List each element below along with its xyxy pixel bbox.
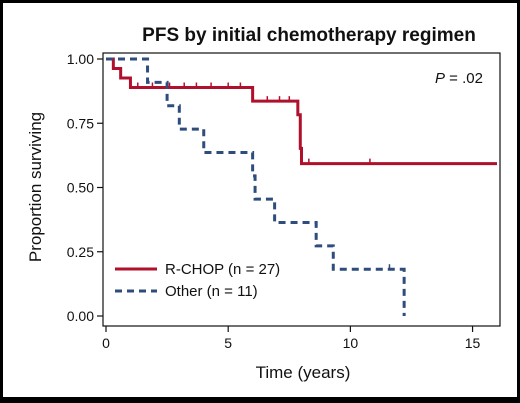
p-value-annotation: P = .02 — [435, 70, 483, 87]
y-axis-label: Proportion surviving — [26, 112, 45, 262]
y-tick-label: 0.25 — [67, 244, 94, 260]
y-tick-label: 0.00 — [67, 308, 94, 324]
series-line — [106, 57, 406, 316]
y-tick-label: 0.75 — [67, 115, 94, 131]
km-chart: PFS by initial chemotherapy regimen 0.00… — [26, 25, 501, 382]
x-tick-label: 5 — [224, 335, 232, 351]
legend-label: R-CHOP (n = 27) — [165, 261, 280, 278]
chart-title: PFS by initial chemotherapy regimen — [142, 25, 476, 46]
x-axis-label: Time (years) — [256, 363, 351, 382]
x-tick-label: 10 — [343, 335, 359, 351]
plot-area — [102, 52, 501, 327]
y-tick-label: 0.50 — [67, 180, 94, 196]
y-axis: 0.00 0.25 0.50 0.75 1.00 — [67, 51, 103, 324]
legend-label: Other (n = 11) — [165, 283, 258, 300]
x-tick-label: 0 — [102, 335, 110, 351]
x-tick-label: 15 — [465, 335, 481, 351]
p-value-text: = .02 — [445, 70, 483, 87]
series-other — [106, 57, 406, 316]
series-layer — [106, 57, 497, 316]
x-axis: 0 5 10 15 — [102, 326, 481, 351]
series-line — [106, 57, 497, 166]
series-r-chop — [106, 57, 497, 166]
p-value-symbol: P — [435, 70, 445, 87]
y-tick-label: 1.00 — [67, 51, 94, 67]
legend: R-CHOP (n = 27) Other (n = 11) — [115, 261, 280, 300]
